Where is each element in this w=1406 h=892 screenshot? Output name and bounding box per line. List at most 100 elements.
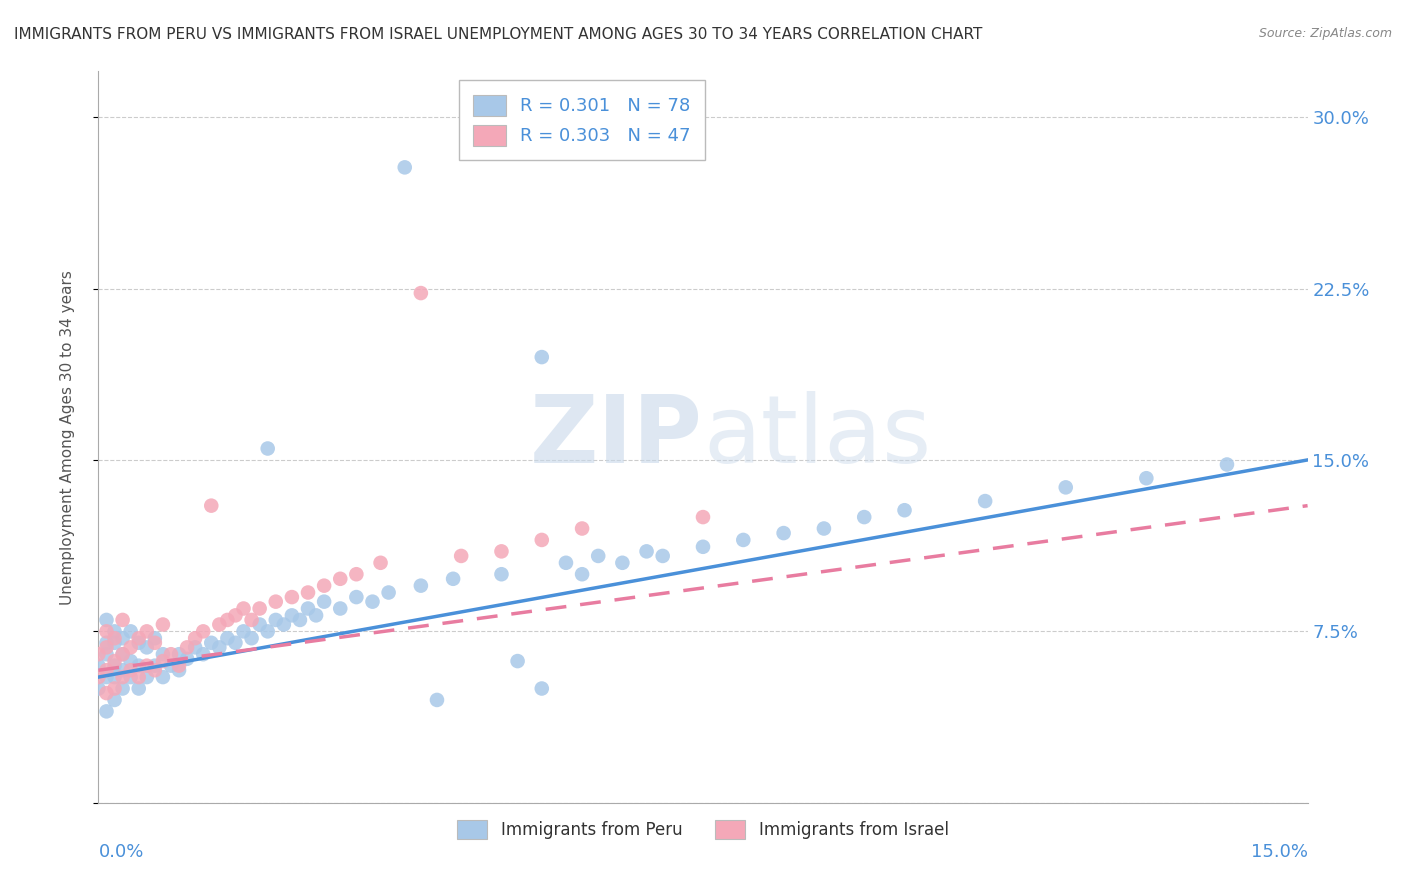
Point: [120, 624, 142, 639]
Legend: Immigrants from Peru, Immigrants from Israel: Immigrants from Peru, Immigrants from Is…: [450, 814, 956, 846]
Point: [530, 533, 553, 547]
Text: atlas: atlas: [703, 391, 931, 483]
Point: [692, 510, 714, 524]
Point: [733, 533, 755, 547]
Point: [586, 549, 609, 563]
Text: ZIP: ZIP: [530, 391, 703, 483]
Point: [264, 613, 287, 627]
Point: [96, 640, 118, 655]
Point: [184, 632, 207, 646]
Point: [120, 640, 142, 655]
Point: [111, 663, 134, 677]
Point: [1135, 471, 1157, 485]
Point: [692, 540, 714, 554]
Point: [240, 613, 263, 627]
Point: [96, 663, 118, 677]
Point: [974, 494, 997, 508]
Point: [176, 640, 198, 655]
Point: [193, 647, 215, 661]
Point: [120, 663, 142, 677]
Point: [96, 686, 118, 700]
Point: [143, 663, 166, 677]
Point: [143, 632, 166, 646]
Point: [491, 567, 513, 582]
Point: [176, 652, 198, 666]
Point: [571, 521, 593, 535]
Text: 15.0%: 15.0%: [1250, 843, 1308, 861]
Point: [344, 567, 367, 582]
Point: [329, 601, 352, 615]
Point: [1216, 458, 1239, 472]
Point: [853, 510, 876, 524]
Text: 0.0%: 0.0%: [98, 843, 143, 861]
Point: [224, 608, 246, 623]
Y-axis label: Unemployment Among Ages 30 to 34 years: Unemployment Among Ages 30 to 34 years: [60, 269, 75, 605]
Point: [103, 654, 125, 668]
Point: [256, 442, 278, 456]
Point: [288, 613, 311, 627]
Point: [305, 608, 328, 623]
Point: [273, 617, 295, 632]
Point: [135, 624, 157, 639]
Point: [893, 503, 915, 517]
Point: [103, 658, 125, 673]
Point: [96, 647, 118, 661]
Point: [491, 544, 513, 558]
Point: [103, 693, 125, 707]
Point: [128, 632, 150, 646]
Point: [636, 544, 658, 558]
Point: [103, 681, 125, 696]
Point: [256, 624, 278, 639]
Point: [651, 549, 673, 563]
Point: [184, 640, 207, 655]
Point: [143, 658, 166, 673]
Point: [314, 579, 336, 593]
Point: [329, 572, 352, 586]
Point: [264, 595, 287, 609]
Point: [314, 595, 336, 609]
Point: [103, 636, 125, 650]
Point: [128, 670, 150, 684]
Point: [409, 579, 432, 593]
Point: [224, 636, 246, 650]
Point: [128, 636, 150, 650]
Point: [377, 585, 399, 599]
Point: [96, 705, 118, 719]
Point: [152, 670, 174, 684]
Point: [96, 636, 118, 650]
Point: [128, 681, 150, 696]
Point: [232, 624, 254, 639]
Point: [135, 658, 157, 673]
Point: [450, 549, 472, 563]
Point: [135, 640, 157, 655]
Point: [240, 632, 263, 646]
Point: [152, 647, 174, 661]
Point: [217, 613, 239, 627]
Point: [167, 663, 190, 677]
Point: [297, 601, 319, 615]
Point: [87, 647, 110, 661]
Point: [111, 613, 134, 627]
Point: [249, 617, 271, 632]
Point: [344, 590, 367, 604]
Point: [555, 556, 578, 570]
Point: [103, 632, 125, 646]
Point: [135, 670, 157, 684]
Point: [160, 647, 183, 661]
Point: [200, 636, 222, 650]
Point: [111, 647, 134, 661]
Point: [232, 601, 254, 615]
Point: [111, 681, 134, 696]
Point: [530, 350, 553, 364]
Point: [217, 632, 239, 646]
Point: [103, 624, 125, 639]
Point: [200, 499, 222, 513]
Point: [612, 556, 634, 570]
Point: [96, 624, 118, 639]
Point: [394, 161, 416, 175]
Point: [120, 670, 142, 684]
Point: [208, 617, 231, 632]
Point: [167, 647, 190, 661]
Point: [111, 670, 134, 684]
Point: [370, 556, 392, 570]
